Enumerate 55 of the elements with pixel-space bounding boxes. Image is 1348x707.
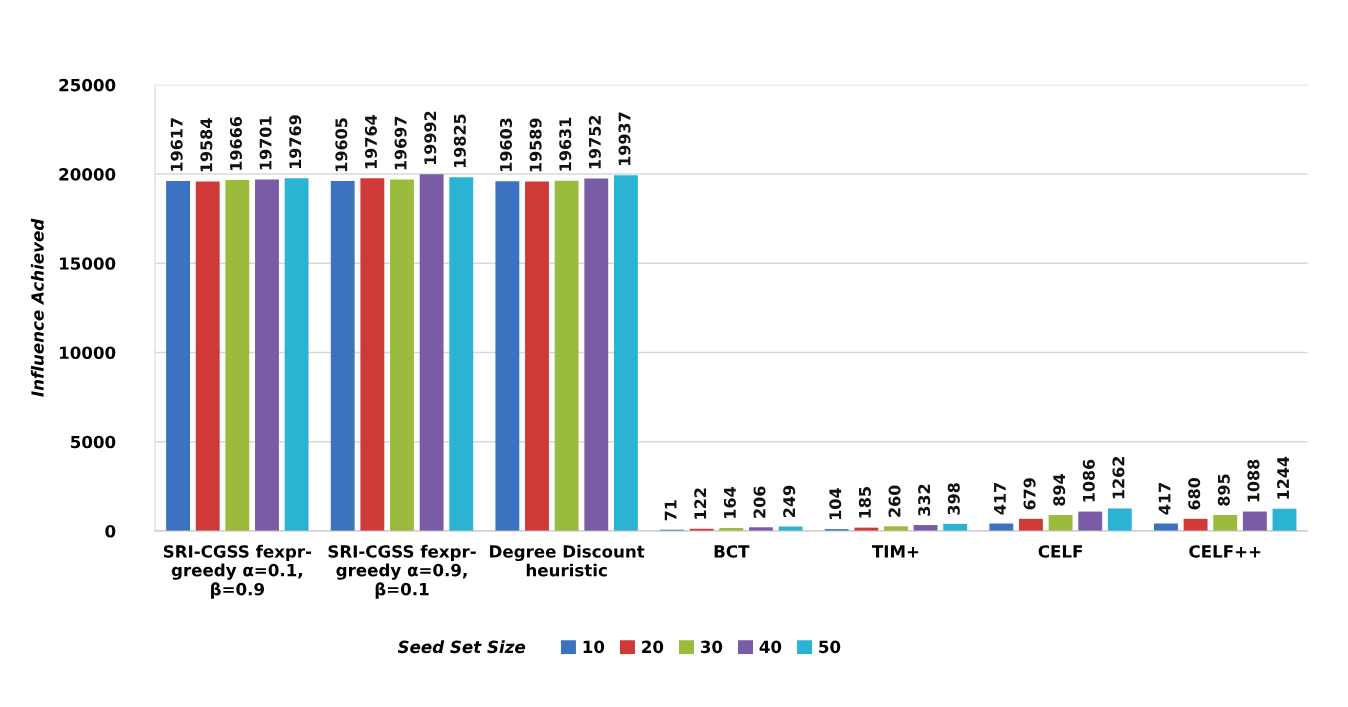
- legend-label: 20: [642, 640, 664, 654]
- data-label: 1086: [1082, 459, 1095, 502]
- data-label: 19701: [259, 116, 272, 170]
- legend-label: 10: [583, 640, 605, 654]
- data-label: 206: [753, 486, 766, 518]
- data-label: 19937: [618, 112, 631, 166]
- data-label: 894: [1053, 474, 1066, 506]
- data-label: 680: [1188, 477, 1201, 510]
- data-label: 164: [723, 487, 736, 518]
- y-axis-title: Influence Achieved: [30, 218, 44, 397]
- x-tick-label: TIM+: [871, 545, 919, 558]
- data-label: 19603: [499, 118, 512, 172]
- x-tick-label: SRI-CGSS fexpr- greedy α=0.1, β=0.9: [163, 544, 312, 599]
- legend-label: 30: [700, 640, 723, 654]
- data-label: 895: [1217, 474, 1230, 506]
- data-label: 19825: [453, 114, 466, 168]
- data-label: 332: [918, 484, 931, 516]
- data-label: 398: [947, 483, 960, 515]
- data-label: 19617: [170, 118, 183, 171]
- x-tick-label: SRI-CGSS fexpr- greedy α=0.9, β=0.1: [328, 544, 476, 599]
- data-label: 19769: [289, 115, 302, 169]
- data-label: 19666: [229, 116, 242, 170]
- data-label: 260: [888, 485, 901, 517]
- data-label: 19584: [200, 118, 213, 172]
- data-label: 122: [694, 488, 707, 519]
- data-label: 71: [664, 500, 677, 521]
- y-tick-label: 5000: [71, 435, 116, 449]
- legend-label: 40: [759, 640, 782, 654]
- data-label: 19605: [335, 118, 348, 171]
- data-label: 249: [783, 485, 796, 517]
- data-label: 1244: [1277, 456, 1289, 499]
- y-tick-label: 0: [105, 524, 116, 538]
- x-tick-label: Degree Discount heuristic: [490, 544, 645, 577]
- y-tick-label: 15000: [60, 257, 116, 270]
- data-label: 417: [994, 483, 1006, 515]
- x-tick-label: CELF: [1038, 545, 1082, 558]
- data-label: 19764: [364, 115, 377, 169]
- data-label: 1088: [1247, 459, 1260, 502]
- data-label: 1262: [1112, 457, 1125, 499]
- data-label: 19631: [559, 117, 572, 171]
- data-label: 19589: [529, 118, 542, 172]
- data-label: 185: [858, 487, 871, 518]
- data-label: 104: [829, 488, 842, 519]
- data-label: 19697: [394, 116, 407, 170]
- data-label: 417: [1158, 483, 1171, 515]
- legend-title: Seed Set Size: [397, 640, 526, 654]
- y-tick-label: 20000: [59, 168, 116, 181]
- y-tick-label: 25000: [59, 78, 116, 92]
- legend-label: 50: [819, 640, 841, 654]
- data-label: 19992: [424, 111, 437, 165]
- data-label: 679: [1023, 478, 1036, 510]
- x-tick-label: BCT: [714, 545, 750, 558]
- data-label: 19752: [588, 115, 601, 169]
- x-tick-label: CELF++: [1189, 545, 1261, 558]
- y-tick-label: 10000: [60, 346, 116, 360]
